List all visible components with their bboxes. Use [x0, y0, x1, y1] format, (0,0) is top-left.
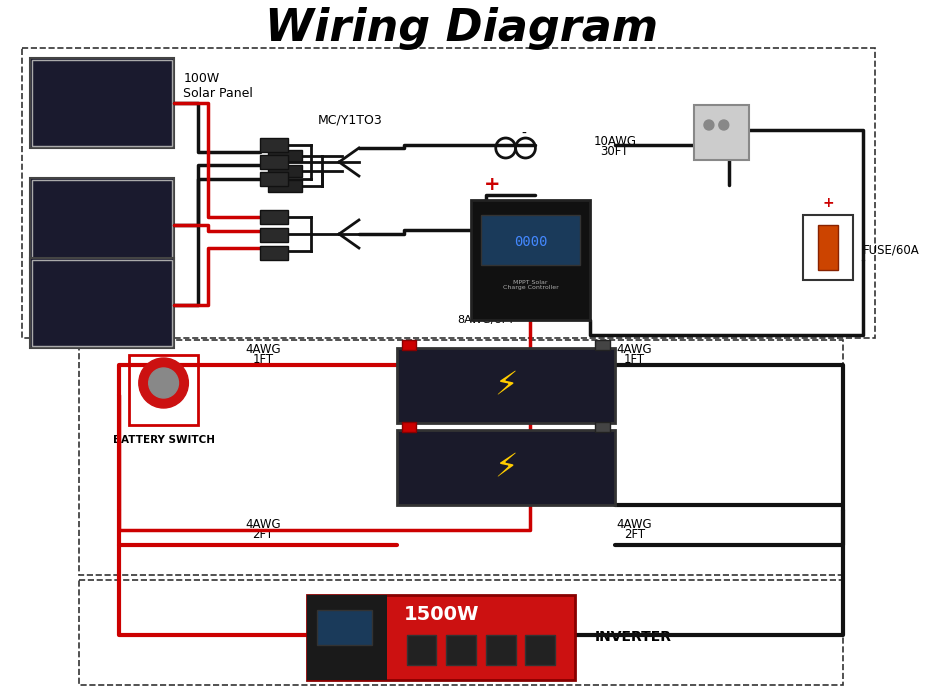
Text: MPPT Solar
Charge Controller: MPPT Solar Charge Controller: [503, 279, 558, 290]
Bar: [397, 348, 615, 423]
Text: +: +: [483, 175, 500, 194]
Bar: [268, 165, 302, 177]
Bar: [268, 180, 302, 192]
Bar: [486, 635, 516, 665]
Bar: [259, 155, 287, 169]
Bar: [595, 422, 610, 432]
Text: FUSE/60A: FUSE/60A: [863, 244, 919, 256]
Text: -: -: [521, 127, 526, 141]
Text: 4AWG: 4AWG: [617, 343, 652, 356]
Bar: [268, 150, 302, 162]
Text: +: +: [822, 196, 834, 210]
Bar: [259, 138, 287, 152]
Text: 2FT: 2FT: [252, 528, 273, 541]
Text: 8AWG/8FT: 8AWG/8FT: [457, 315, 515, 325]
Bar: [818, 225, 838, 270]
Text: 1FT: 1FT: [624, 353, 645, 366]
Bar: [595, 340, 610, 350]
Bar: [694, 105, 748, 160]
Bar: [259, 228, 287, 242]
Circle shape: [148, 368, 178, 398]
Bar: [259, 246, 287, 260]
Text: BATTERY SWITCH: BATTERY SWITCH: [113, 435, 215, 445]
Circle shape: [718, 120, 729, 130]
Bar: [397, 430, 615, 505]
Bar: [307, 595, 575, 680]
Bar: [30, 178, 174, 268]
Text: 4AWG: 4AWG: [245, 343, 281, 356]
Circle shape: [139, 358, 188, 408]
Bar: [525, 635, 555, 665]
Bar: [30, 258, 174, 348]
Bar: [32, 180, 172, 266]
Text: 4AWG: 4AWG: [617, 518, 652, 531]
Text: 100W
Solar Panel: 100W Solar Panel: [184, 72, 253, 100]
Bar: [259, 172, 287, 186]
Text: 4AWG: 4AWG: [245, 518, 281, 531]
Text: ⚡: ⚡: [494, 451, 518, 484]
Bar: [30, 58, 174, 148]
Bar: [32, 260, 172, 346]
Bar: [401, 422, 416, 432]
Text: 0000: 0000: [514, 235, 548, 249]
Bar: [480, 215, 580, 265]
Bar: [32, 60, 172, 146]
Text: 10AWG: 10AWG: [593, 135, 636, 148]
Circle shape: [704, 120, 714, 130]
Text: MC/Y1TO3: MC/Y1TO3: [317, 113, 382, 127]
Text: Wiring Diagram: Wiring Diagram: [266, 6, 659, 50]
Text: ⚡: ⚡: [494, 368, 518, 402]
Bar: [803, 215, 853, 280]
Text: INVERTER: INVERTER: [595, 630, 672, 644]
Text: 30FT: 30FT: [601, 145, 629, 158]
Bar: [446, 635, 476, 665]
Bar: [129, 355, 199, 425]
Bar: [401, 340, 416, 350]
Text: 1500W: 1500W: [403, 606, 479, 624]
Bar: [259, 210, 287, 224]
Bar: [471, 200, 590, 320]
Text: 1FT: 1FT: [252, 353, 273, 366]
Bar: [407, 635, 437, 665]
Bar: [317, 610, 372, 645]
Bar: [307, 595, 386, 680]
Text: 2FT: 2FT: [624, 528, 645, 541]
